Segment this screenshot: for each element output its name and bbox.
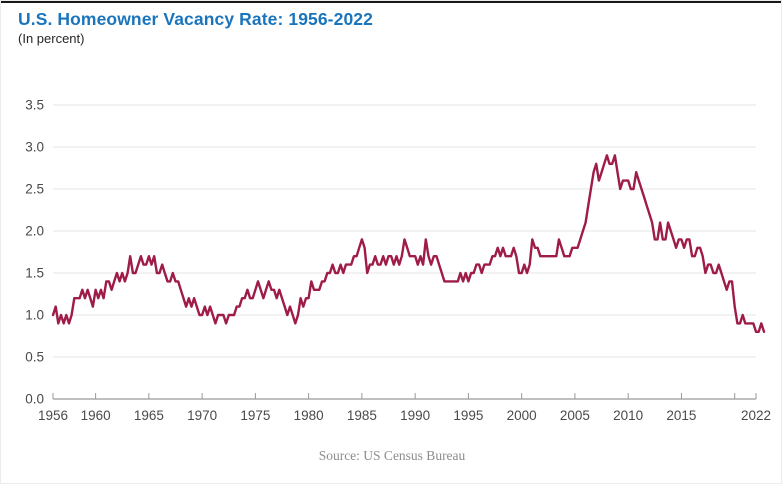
x-axis-tick-label: 2015 [666,408,696,423]
y-axis-tick-label: 2.5 [25,182,44,197]
x-axis-tick-label: 2022 [741,408,771,423]
y-axis-tick-label: 1.5 [25,266,44,281]
y-axis-tick-label: 3.5 [25,98,44,113]
x-axis-tick-label: 1970 [187,408,217,423]
y-axis-tick-label: 0.5 [25,350,44,365]
x-axis-tick-label: 2010 [613,408,643,423]
x-axis-tick-label: 2000 [507,408,537,423]
x-axis-tick-label: 1985 [347,408,377,423]
y-axis-tick-label: 3.0 [25,140,44,155]
x-axis-tick-label: 1975 [240,408,270,423]
chart-title: U.S. Homeowner Vacancy Rate: 1956-2022 [18,9,373,29]
top-border [1,1,781,3]
x-axis-tick-label: 1965 [134,408,164,423]
chart-subtitle: (In percent) [18,31,85,46]
homeowner-vacancy-rate-line [51,154,766,333]
y-axis-tick-label: 1.0 [25,308,44,323]
x-axis-tick-label: 1956 [38,408,68,423]
chart-header: U.S. Homeowner Vacancy Rate: 1956-2022 (… [18,9,373,46]
y-axis-tick-label: 2.0 [25,224,44,239]
x-axis-tick-label: 1980 [294,408,324,423]
x-axis-tick-label: 2005 [560,408,590,423]
x-axis-tick-label: 1995 [453,408,483,423]
x-axis-tick-label: 1990 [400,408,430,423]
source-note: Source: US Census Bureau [318,448,466,463]
x-axis-tick-label: 1960 [81,408,111,423]
y-axis-tick-label: 0.0 [25,392,44,407]
